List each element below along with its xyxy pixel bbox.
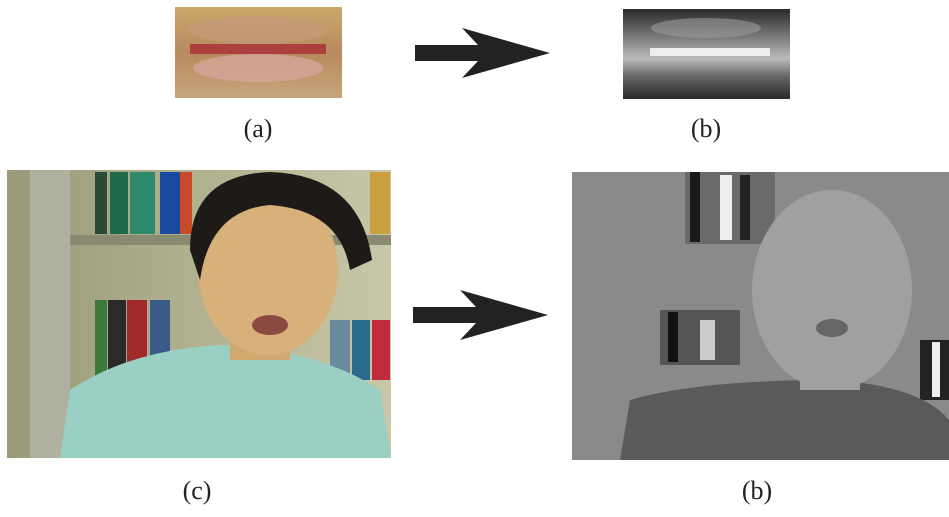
gray-lip-image [623,9,790,99]
page: (a) (b) [0,0,949,512]
arrow [413,290,548,340]
panel-label: (b) [742,476,772,505]
gray-photo [572,172,949,460]
panel-label: (c) [183,476,212,505]
lip-image [175,7,342,98]
figure: (a) (b) [0,0,949,512]
photo [7,170,391,458]
panel-label: (b) [691,114,721,143]
arrow [415,28,550,78]
panel-label: (a) [244,114,273,143]
